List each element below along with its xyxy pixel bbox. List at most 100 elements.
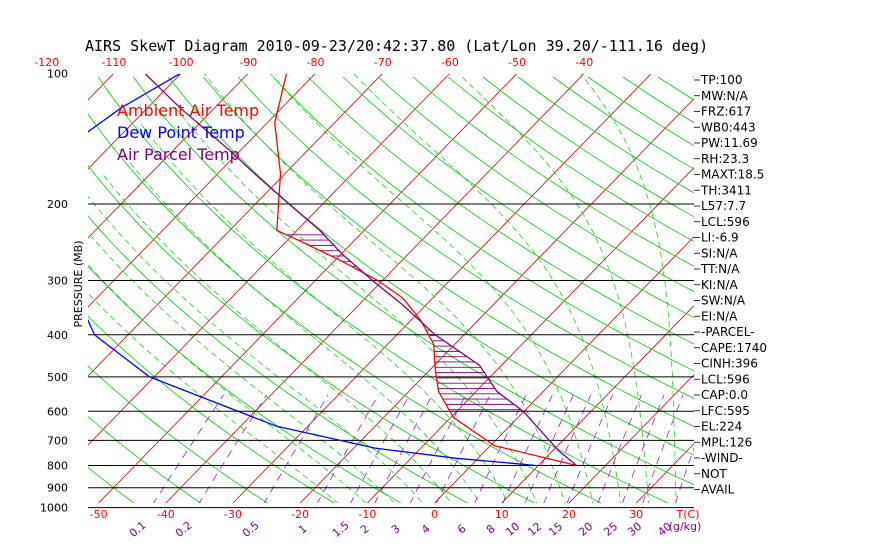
moist-adiabat-line [88,292,339,503]
pressure-tick-label: 900 [47,482,68,495]
dry-adiabat-line [97,76,669,503]
side-panel-item: L57:7.7 [701,199,746,213]
isotherm-line [838,74,870,503]
isotherm-line [299,98,694,503]
mixing-ratio-tick-label: 0.2 [173,519,195,540]
mixing-ratio-line [543,394,592,503]
side-panel-item: EI:N/A [701,309,738,323]
moist-adiabat-line [204,74,566,503]
bottom-temp-tick-label: 20 [562,508,576,521]
mixing-ratio-line [622,394,665,503]
mixing-ratio-line [642,394,684,503]
isotherm-line [0,74,46,503]
moist-adiabat-line [270,74,594,503]
isotherm-line [88,74,383,377]
mixing-ratio-tick-label: 25 [601,520,620,539]
side-panel-item: MAXT:18.5 [701,168,764,182]
mixing-ratio-tick-label: 15 [546,520,565,539]
moist-adiabat-line [580,74,677,503]
top-temperature-ticks: -120 -110 -100 -90 -80 -70 -60 -50 -40 [34,56,593,69]
pressure-tick-label: 400 [47,329,68,342]
moist-adiabat-line [88,263,367,503]
dry-adiabat-line [377,76,694,293]
isotherm-line [88,74,248,239]
side-panel-item: TT:N/A [700,262,740,276]
dry-adiabat-line [88,265,402,503]
legend: Ambient Air Temp Dew Point Temp Air Parcel… [117,101,259,164]
bottom-temp-tick-label: -50 [90,508,108,521]
legend-item: Air Parcel Temp [117,145,240,164]
profile-lines [88,74,578,467]
mixing-ratio-ticks: 0.1 0.2 0.5 1 1.5 2 3 4 6 8 10 12 15 20 25 30 40(g/kg) [127,519,701,540]
mixing-ratio-line [350,394,410,503]
isotherm-line [98,74,517,503]
mixing-ratio-line [566,394,613,503]
bottom-temp-tick-label: -30 [224,508,242,521]
series-line [88,74,537,467]
side-panel-item: SI:N/A [701,246,738,260]
side-panel-item: LI:-6.9 [701,231,739,245]
dry-adiabat-line [88,315,335,503]
side-panel-item: CINH:396 [701,357,758,371]
side-panel-item: WB0:443 [701,120,756,134]
pressure-tick-label: 1000 [40,502,68,515]
pressure-tick-label: 700 [47,434,68,447]
dry-adiabat-line [88,466,135,503]
mixing-ratio-unit-label: (g/kg) [669,520,702,533]
mixing-ratio-line [474,394,527,503]
dry-adiabat-line [88,365,269,503]
isotherm-line [88,74,181,170]
mixing-ratio-tick-label: 4 [419,522,433,536]
isotherm-line [568,374,694,503]
dry-adiabat-line [342,76,694,319]
pressure-tick-label: 500 [47,371,68,384]
top-temp-tick-label: -40 [575,56,593,69]
dry-adiabat-line [237,76,694,399]
mixing-ratio-tick-label: 0.5 [240,519,262,540]
mixing-ratio-tick-label: 2 [358,522,372,536]
bottom-temp-tick-label: -20 [291,508,309,521]
dry-adiabat-line [412,76,694,267]
side-panel-item: -PARCEL- [701,325,755,339]
pressure-tick-label: 600 [47,405,68,418]
cape-hatch [286,234,522,411]
top-temp-tick-label: -80 [307,56,325,69]
series-line [144,74,578,467]
mixing-ratio-line [198,394,267,503]
moist-adiabat-line [458,74,649,503]
top-temp-tick-label: -90 [239,56,257,69]
dry-adiabat-line [167,76,694,456]
series-line [274,74,577,467]
pressure-tick-label: 200 [47,198,68,211]
dry-adiabat-line [798,77,870,517]
isotherm-line [88,74,450,446]
moist-adiabat-line [88,232,395,503]
moist-adiabat-line [101,173,452,503]
top-temp-tick-label: -50 [508,56,526,69]
dry-adiabat-line [202,76,694,427]
top-temp-tick-label: -120 [34,56,59,69]
side-panel-item: NOT [701,467,727,481]
mixing-ratio-tick-label: 3 [389,522,403,536]
side-panel-item: TP:100 [700,73,743,87]
side-panel-item: EL:224 [701,420,742,434]
chart-title: AIRS SkewT Diagram 2010-09-23/20:42:37.8… [85,37,708,55]
isotherm-line [367,167,694,503]
pressure-tick-label: 800 [47,460,68,473]
top-temp-tick-label: -60 [441,56,459,69]
x-unit-label: T(C) [676,508,700,521]
y-axis-label: PRESSURE (MB) [72,241,85,328]
bottom-temp-tick-label: 0 [431,508,438,521]
legend-item: Dew Point Temp [117,123,245,142]
bottom-temp-tick-label: 10 [495,508,509,521]
mixing-ratio-line [374,394,433,503]
side-panel-item: AVAIL [701,483,735,497]
mixing-ratio-tick-label: 1 [296,522,310,536]
side-panel-item: MW:N/A [701,89,749,103]
side-panel-item: SW:N/A [701,294,746,308]
side-panel-item: RH:23.3 [701,152,749,166]
dry-adiabat-line [88,165,536,503]
mixing-ratio-tick-label: 20 [576,520,595,539]
